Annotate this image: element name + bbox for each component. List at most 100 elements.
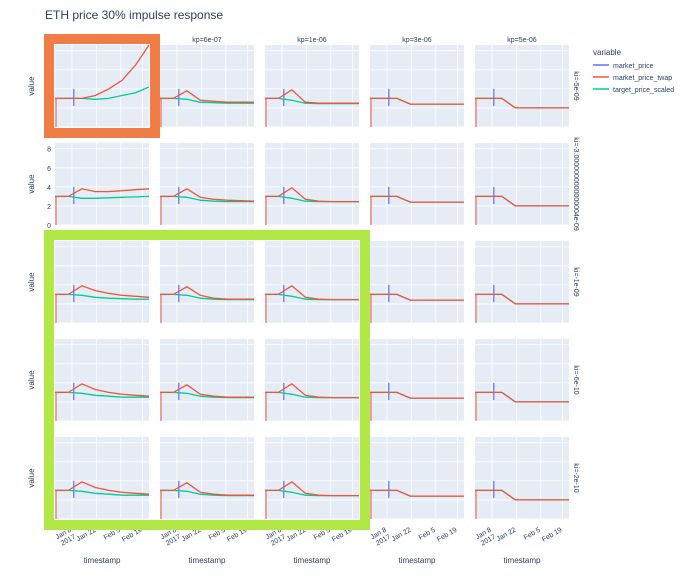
facet-row-label: ki=-5e-09	[572, 71, 579, 100]
panel-background	[55, 437, 149, 519]
facet-panel	[475, 143, 569, 226]
panel-background	[265, 339, 359, 421]
series-market-price-twap	[370, 97, 464, 105]
panel-background	[160, 241, 254, 323]
legend-item: target_price_scaled	[613, 87, 674, 94]
series-market-price-twap	[265, 88, 359, 104]
x-tick-label: Jan 82017	[475, 527, 497, 549]
x-tick-label: Feb 19	[541, 527, 563, 544]
series-market-price-twap	[265, 480, 359, 497]
facet-panel	[370, 241, 464, 324]
y-tick-label: 8	[47, 147, 51, 154]
green-highlight-frame	[44, 230, 370, 530]
panel-background	[55, 45, 149, 127]
series-market-price-twap	[160, 482, 254, 496]
series-market-price-twap	[55, 44, 150, 100]
panel-background	[55, 241, 149, 323]
series-market-price-twap	[160, 188, 255, 202]
facet-panel	[475, 241, 569, 324]
facet-panel	[265, 143, 359, 226]
facet-panel	[160, 45, 254, 128]
facet-panel	[265, 241, 359, 324]
panel-background	[370, 143, 464, 225]
facet-col-label: kp=1e-06	[297, 37, 326, 44]
series-target-price-scaled	[55, 195, 150, 199]
series-market-price-twap	[475, 489, 569, 501]
facet-panel	[265, 437, 359, 520]
facet-col-label: kp=5e-06	[507, 37, 536, 44]
series-market-price-twap	[160, 384, 254, 398]
facet-panel	[160, 437, 254, 520]
panel-background	[160, 437, 254, 519]
series-market-price-twap	[265, 186, 359, 203]
series-market-price-twap	[370, 293, 464, 301]
series-target-price-scaled	[160, 195, 254, 203]
facet-panel	[160, 241, 254, 324]
series-target-price-scaled	[55, 293, 149, 300]
facet-row-label: ki=-6e-10	[572, 365, 579, 394]
facet-row-label: ki=-2e-10	[572, 463, 579, 492]
panel-background	[475, 143, 569, 225]
series-market-price-twap	[55, 383, 150, 397]
panel-background	[160, 339, 254, 421]
y-tick-label: 0	[47, 223, 51, 230]
panel-background	[265, 437, 359, 519]
facet-panel	[265, 45, 359, 128]
y-axis-label: value	[27, 272, 36, 292]
facet-panel	[160, 143, 255, 226]
facet-panel	[370, 143, 464, 226]
series-market-price-twap	[475, 97, 569, 109]
panel-background	[160, 143, 254, 225]
y-tick-label: 2	[47, 204, 51, 211]
panel-background	[55, 143, 149, 225]
facet-col-label: kp=3e-06	[402, 37, 431, 44]
panel-background	[475, 339, 569, 421]
series-market-price-twap	[55, 188, 150, 198]
panel-background	[475, 437, 569, 519]
facet-row-label: ki=-3.0000000000000004e-09	[572, 137, 579, 231]
panel-background	[55, 339, 149, 421]
facet-panel	[475, 45, 569, 128]
panel-background	[475, 241, 569, 323]
series-market-price-twap	[475, 195, 569, 207]
orange-highlight-frame	[44, 34, 160, 138]
series-market-price-twap	[55, 481, 150, 495]
x-axis-label: timestamp	[84, 556, 121, 565]
x-tick-label: Jan 22	[496, 527, 518, 544]
facet-panel	[160, 339, 254, 422]
chart-title: ETH price 30% impulse response	[45, 8, 223, 22]
x-axis-label: timestamp	[189, 556, 226, 565]
series-market-price-twap	[370, 195, 464, 203]
facet-col-label: kp=6e-07	[192, 37, 221, 44]
y-axis-label: value	[27, 370, 36, 390]
series-target-price-scaled	[55, 391, 149, 398]
series-market-price-twap	[55, 285, 150, 298]
y-tick-label: 6	[47, 166, 51, 173]
x-axis-label: timestamp	[399, 556, 436, 565]
legend-item: market_price	[613, 63, 654, 70]
panel-background	[370, 241, 464, 323]
series-market-price-twap	[370, 391, 464, 399]
facet-panel	[265, 339, 359, 422]
y-axis-label: value	[27, 174, 36, 194]
panel-background	[265, 143, 359, 225]
panel-background	[265, 241, 359, 323]
x-tick-label: Feb 5	[523, 527, 542, 542]
panel-background	[370, 339, 464, 421]
series-market-price-twap	[265, 382, 359, 399]
facet-panel	[370, 339, 464, 422]
legend-title: variable	[593, 48, 622, 57]
series-target-price-scaled	[160, 97, 254, 104]
x-tick-label: Feb 19	[436, 527, 458, 544]
series-market-price-twap	[160, 286, 254, 300]
facet-panel	[370, 45, 464, 128]
legend-item: market_price_twap	[613, 75, 672, 82]
y-tick-label: 4	[47, 185, 51, 192]
series-market-price-twap	[160, 90, 254, 103]
series-market-price-twap	[370, 489, 464, 497]
series-market-price-twap	[265, 284, 359, 301]
series-market-price-twap	[475, 293, 569, 305]
